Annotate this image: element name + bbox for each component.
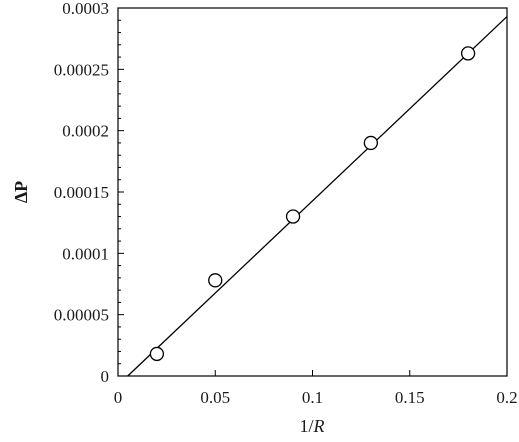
x-tick-label: 0.1 — [302, 388, 323, 407]
x-axis-title: 1/R — [299, 416, 324, 436]
y-tick-label: 0.0001 — [62, 244, 109, 263]
data-point — [285, 209, 301, 224]
x-tick-label: 0.2 — [496, 388, 517, 407]
y-axis-title: ΔP — [11, 181, 31, 203]
y-axis-ticks: 0 0.00005 0.0001 0.00015 0.0002 0.00025 0.0003 — [54, 0, 124, 386]
y-tick-label: 0.0002 — [62, 122, 109, 141]
data-point — [208, 273, 223, 288]
plot-frame — [117, 7, 508, 377]
x-tick-label: 0.15 — [395, 388, 425, 407]
data-point — [363, 135, 379, 151]
y-tick-label: 0.00025 — [54, 60, 109, 79]
x-axis-ticks: 0 0.05 0.1 0.15 0.2 — [114, 370, 518, 407]
x-tick-label: 0 — [114, 388, 123, 407]
data-point — [149, 346, 165, 362]
minor-ticks — [118, 19, 121, 365]
y-tick-label: 0.00015 — [54, 183, 109, 202]
x-tick-label: 0.05 — [200, 388, 230, 407]
data-point — [460, 46, 476, 61]
y-tick-label: 0.0003 — [62, 0, 109, 18]
y-tick-label: 0 — [101, 367, 110, 386]
y-tick-label: 0.00005 — [54, 306, 109, 325]
fit-line — [127, 16, 508, 377]
data-points — [149, 46, 476, 362]
